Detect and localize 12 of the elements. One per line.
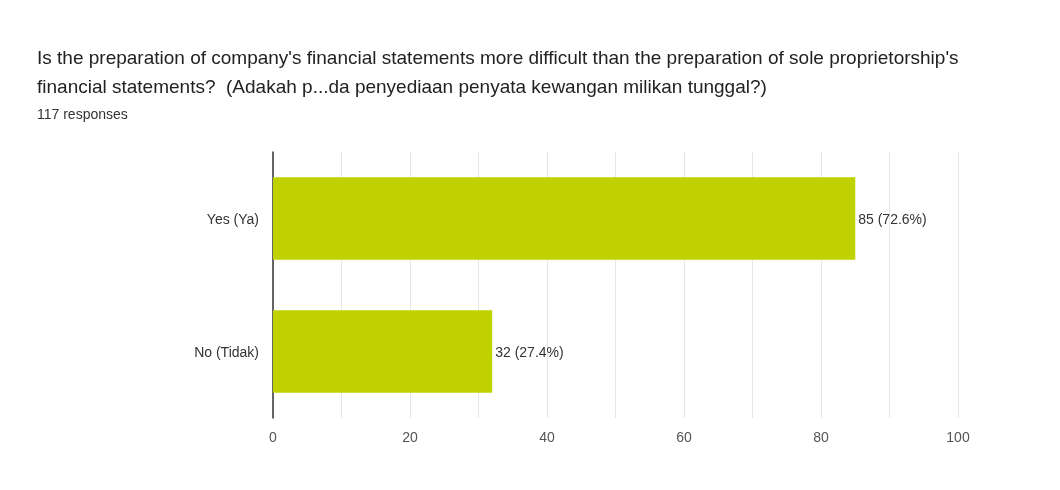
- y-tick-label: Yes (Ya): [206, 210, 259, 227]
- x-tick-label: 80: [813, 429, 829, 445]
- x-tick-label: 0: [269, 429, 278, 445]
- x-tick-label: 40: [539, 429, 555, 445]
- text: 117 responses: [37, 106, 128, 122]
- data-label: 32 (27.4%): [495, 343, 564, 360]
- x-tick-label: 100: [946, 429, 970, 445]
- y-tick-label: No (Tidak): [194, 343, 259, 360]
- data-label: 85 (72.6%): [858, 210, 927, 227]
- x-tick-label: 60: [676, 429, 692, 445]
- chart-title: Is the preparation of company's financial statements more difficult than the preparation of sole proprietorship's financial statements? (Adakah p...da penyediaan penyata kewangan milikan tunggal?): [37, 47, 964, 97]
- x-tick-label: 20: [402, 429, 418, 445]
